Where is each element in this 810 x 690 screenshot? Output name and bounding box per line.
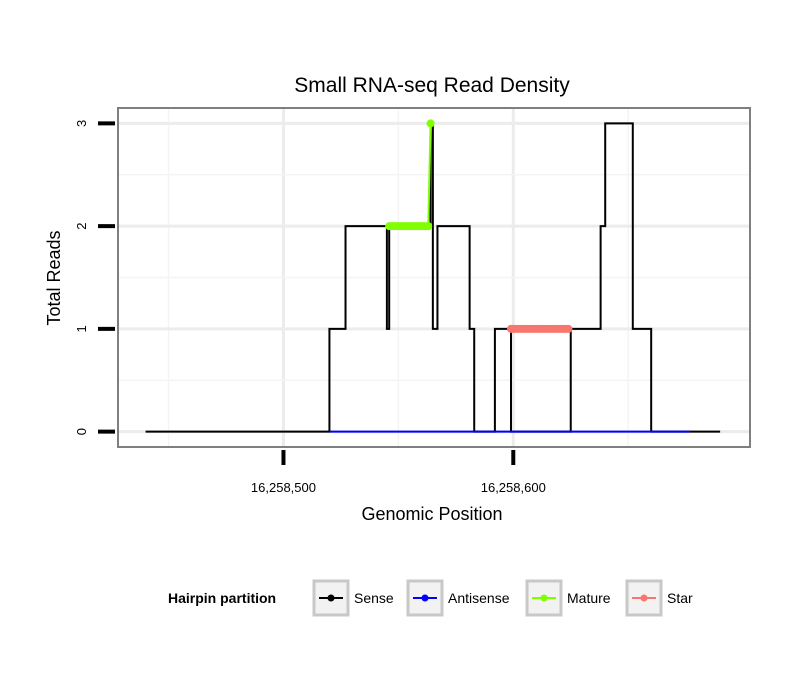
data-point-mature [424, 222, 433, 231]
x-tick-label: 16,258,600 [481, 480, 546, 495]
legend-label-mature: Mature [567, 590, 611, 606]
x-tick-label: 16,258,500 [251, 480, 316, 495]
grid [118, 108, 750, 447]
y-tick-label: 0 [74, 428, 89, 435]
x-axis-label: Genomic Position [361, 504, 502, 524]
legend-key-point-sense [327, 594, 335, 602]
data-point-mature [426, 119, 435, 128]
series-line-sense [145, 122, 721, 433]
legend-label-sense: Sense [354, 590, 394, 606]
legend-key-point-mature [540, 594, 548, 602]
legend-label-antisense: Antisense [448, 590, 510, 606]
y-tick-label: 2 [74, 223, 89, 230]
legend-label-star: Star [667, 590, 693, 606]
chart-title: Small RNA-seq Read Density [294, 74, 570, 97]
legend-key-point-antisense [421, 594, 429, 602]
series-layer [145, 119, 721, 433]
y-axis: 0 1 2 3 [74, 120, 115, 435]
legend-title: Hairpin partition [168, 590, 276, 606]
series-segment-mature [427, 123, 432, 227]
y-axis-label: Total Reads [44, 230, 64, 325]
y-tick-label: 3 [74, 120, 89, 127]
legend-key-point-star [640, 594, 648, 602]
legend: Hairpin partition Sense Antisense Mature St… [168, 579, 693, 617]
plot-border [117, 107, 751, 448]
x-axis: 16,258,500 16,258,600 [251, 450, 546, 495]
y-tick-label: 1 [74, 325, 89, 332]
data-point-star [564, 324, 573, 333]
